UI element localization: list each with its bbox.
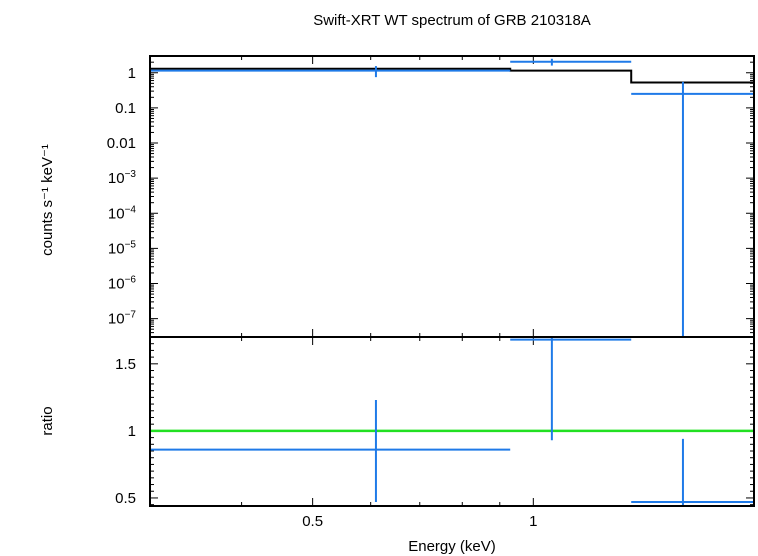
x-axis-label: Energy (keV) xyxy=(408,538,496,555)
y-tick-label: 1.5 xyxy=(115,356,136,373)
chart-title: Swift-XRT WT spectrum of GRB 210318A xyxy=(313,12,591,29)
y-tick-label: 10−7 xyxy=(108,310,137,328)
top-panel: 1 0.1 0.01 10−3 10−4 10−5 10−6 10−7 xyxy=(107,55,755,338)
model-step-line xyxy=(150,67,754,84)
y-tick-label: 10−5 xyxy=(108,239,137,257)
top-y-axis-label: counts s⁻¹ keV⁻¹ xyxy=(39,144,56,256)
y-tick-label: 10−3 xyxy=(108,169,137,187)
y-tick-label: 0.1 xyxy=(115,100,136,117)
y-tick-label: 1 xyxy=(128,65,136,82)
y-tick-label: 10−4 xyxy=(108,204,137,222)
y-tick-label: 1 xyxy=(128,423,136,440)
x-tick-label: 1 xyxy=(529,513,537,530)
y-tick-label: 10−6 xyxy=(108,275,137,293)
x-tick-label: 0.5 xyxy=(302,513,323,530)
y-tick-label: 0.5 xyxy=(115,490,136,507)
bottom-y-axis-label: ratio xyxy=(39,406,56,435)
bottom-panel: 0.5 1 0.5 1 1.5 xyxy=(115,336,755,530)
top-plot-frame xyxy=(149,55,755,338)
bottom-plot-frame xyxy=(149,336,755,507)
y-tick-label: 0.01 xyxy=(107,135,136,152)
